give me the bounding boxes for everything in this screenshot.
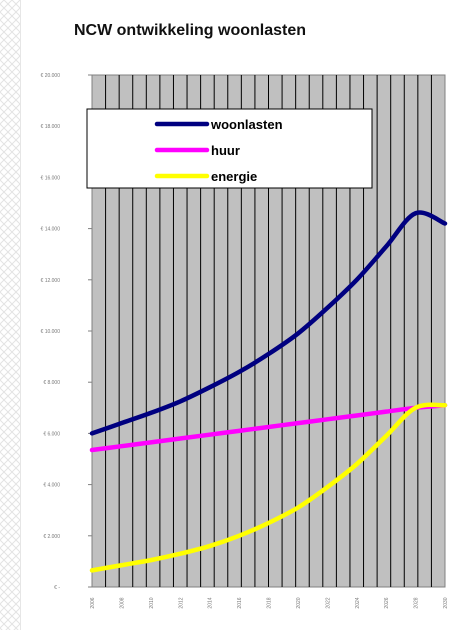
x-tick-label: 2026: [384, 597, 390, 608]
x-tick-label: 2006: [90, 597, 96, 608]
legend: [86, 108, 373, 189]
x-tick-label: 2008: [119, 597, 125, 608]
x-tick-label: 2016: [237, 597, 243, 608]
y-tick-label: € 12.000: [41, 278, 61, 284]
x-tick-label: 2010: [149, 597, 155, 608]
y-tick-label: € 4.000: [43, 483, 60, 489]
x-tick-label: 2020: [296, 597, 302, 608]
x-tick-label: 2014: [208, 597, 214, 608]
series-line-energie: [89, 402, 448, 573]
y-tick-label: € 20.000: [41, 73, 61, 79]
series-line-woonlasten: [89, 210, 448, 436]
background-pattern: [0, 0, 20, 630]
y-tick-label: € 16.000: [41, 175, 61, 181]
y-tick-label: € 10.000: [41, 329, 61, 335]
left-divider: [20, 0, 21, 630]
series-line-huur: [89, 402, 448, 453]
y-tick-label: € 18.000: [41, 124, 61, 130]
legend-label-energie: energie: [211, 169, 257, 184]
y-tick-label: € 2.000: [43, 534, 60, 540]
legend-label-huur: huur: [211, 143, 240, 158]
x-tick-label: 2018: [267, 597, 273, 608]
x-tick-label: 2030: [443, 597, 449, 608]
x-tick-label: 2028: [414, 597, 420, 608]
x-tick-label: 2024: [355, 597, 361, 608]
y-tick-label: € -: [54, 585, 60, 591]
x-tick-label: 2012: [178, 597, 184, 608]
y-tick-label: € 14.000: [41, 227, 61, 233]
x-tick-label: 2022: [325, 597, 331, 608]
y-tick-label: € 8.000: [43, 380, 60, 386]
legend-label-woonlasten: woonlasten: [210, 117, 283, 132]
y-tick-label: € 6.000: [43, 431, 60, 437]
chart-title: NCW ontwikkeling woonlasten: [74, 22, 307, 39]
